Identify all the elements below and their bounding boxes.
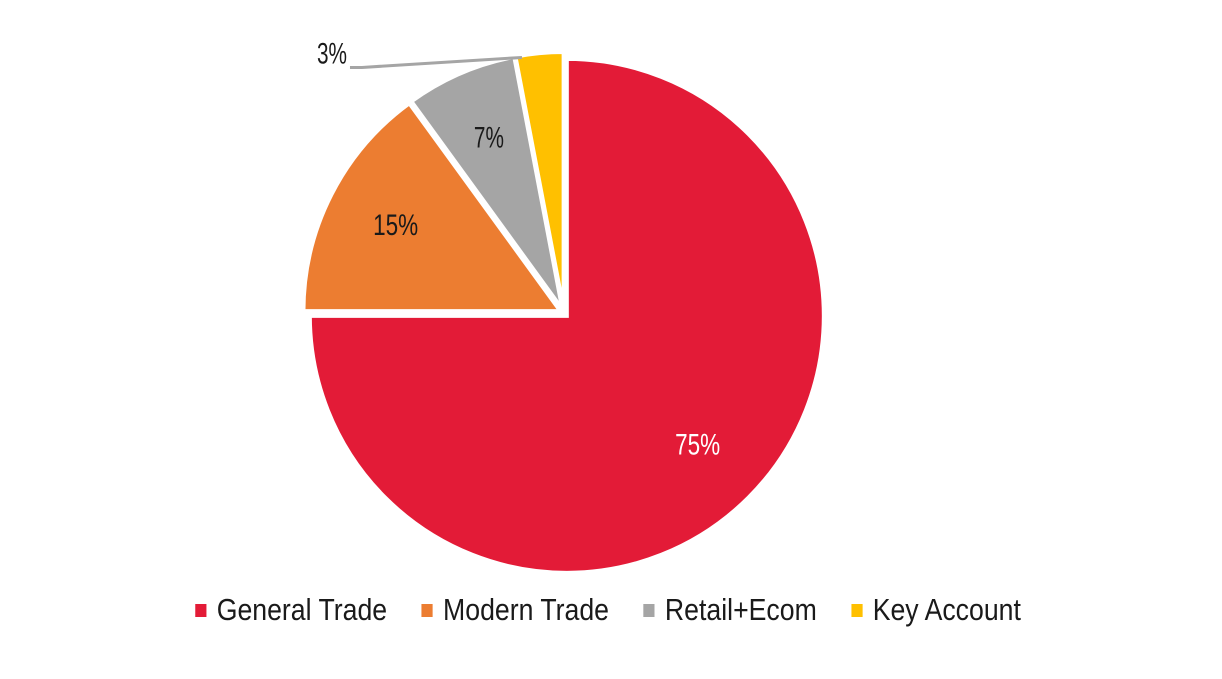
legend-swatch-general-trade	[195, 603, 207, 617]
pie-slices	[301, 50, 826, 575]
legend-item-key-account: Key Account	[851, 592, 1021, 628]
legend-swatch-modern-trade	[421, 603, 433, 617]
legend-swatch-key-account	[851, 603, 863, 617]
legend-swatch-retail-ecom	[643, 603, 655, 617]
leader-line-key-account	[349, 55, 523, 69]
legend-label-general-trade: General Trade	[216, 592, 388, 627]
data-label-modern-trade: 15%	[373, 209, 418, 242]
data-label-key-account: 3%	[317, 37, 347, 70]
legend-label-modern-trade: Modern Trade	[443, 592, 610, 627]
pie-slice-general-trade	[307, 56, 826, 575]
chart-legend: General Trade Modern Trade Retail+Ecom K…	[83, 592, 1134, 628]
data-label-general-trade: 75%	[675, 429, 720, 462]
legend-label-retail-ecom: Retail+Ecom	[664, 592, 817, 627]
pie-data-labels: 75% 15% 7% 3%	[317, 37, 720, 461]
legend-item-modern-trade: Modern Trade	[421, 592, 610, 628]
legend-label-key-account: Key Account	[872, 592, 1021, 627]
legend-item-general-trade: General Trade	[195, 592, 387, 628]
legend-item-retail-ecom: Retail+Ecom	[643, 592, 817, 628]
data-label-retail-ecom: 7%	[474, 121, 504, 154]
pie-leader-lines	[349, 55, 523, 69]
pie-slice-modern-trade	[301, 100, 565, 314]
